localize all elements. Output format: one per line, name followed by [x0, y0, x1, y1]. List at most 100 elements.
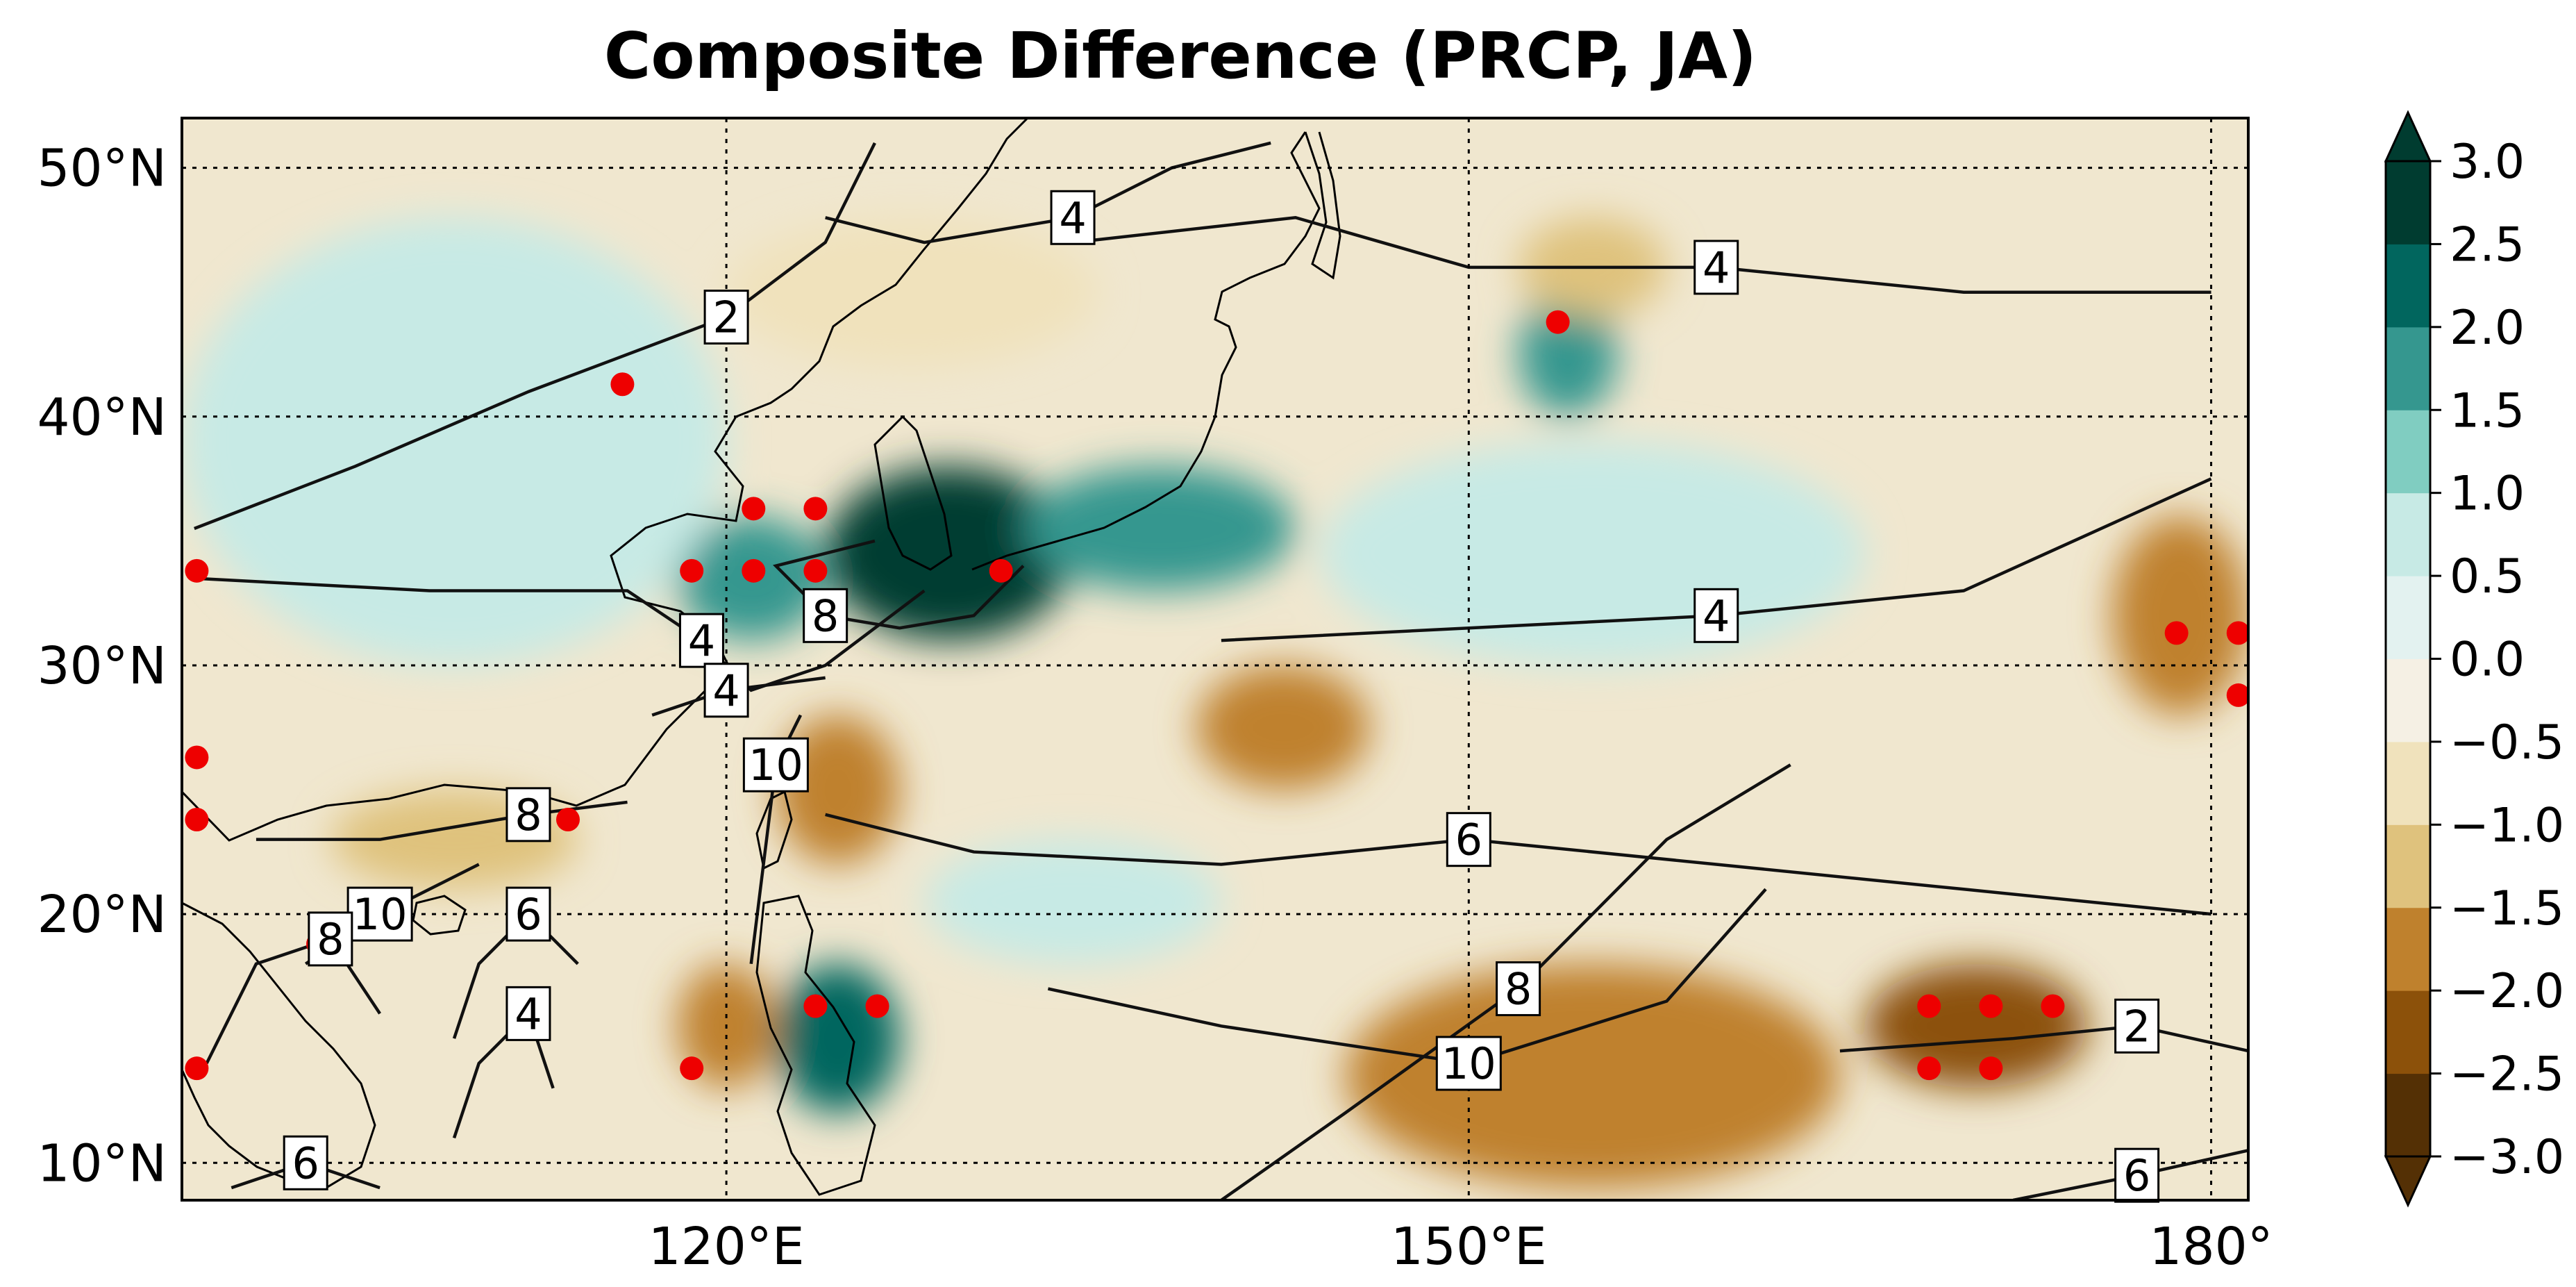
longitude-tick-labels: 120°E 150°E 180° [649, 1217, 2273, 1277]
colorbar-segment [2386, 244, 2430, 328]
colorbar-segment [2386, 326, 2430, 410]
lat-tick-label: 40°N [37, 388, 167, 447]
svg-text:8: 8 [515, 790, 542, 840]
colorbar-tick-label: −0.5 [2450, 715, 2564, 770]
colorbar-tick-label: 0.0 [2450, 633, 2525, 688]
colorbar: 3.0 2.5 2.0 1.5 1.0 0.5 0.0 −0.5 −1.0 −1.5 −2.0 −2.… [2384, 110, 2564, 1208]
colorbar-segment [2386, 907, 2430, 991]
lon-tick-label: 120°E [649, 1217, 805, 1277]
significance-point [2041, 994, 2065, 1018]
svg-text:10: 10 [353, 889, 408, 940]
contour-label: 4 [1693, 240, 1739, 295]
colorbar-tick-label: 3.0 [2450, 135, 2525, 190]
colorbar-tick-label: 2.0 [2450, 301, 2525, 356]
coastline-philippines [755, 895, 876, 1196]
coastline-indochina [182, 902, 376, 1189]
coastline-china [182, 118, 1029, 842]
colorbar-tick-label: −1.5 [2450, 881, 2564, 936]
significance-point [742, 497, 766, 521]
significance-point [1979, 994, 2003, 1018]
contour-label: 4 [1693, 588, 1739, 643]
colorbar-tick-label: 2.5 [2450, 217, 2525, 272]
svg-text:4: 4 [1703, 242, 1730, 293]
anomaly-patch [1518, 292, 1618, 417]
svg-text:8: 8 [1505, 964, 1532, 1015]
contour-line [256, 800, 628, 841]
svg-text:6: 6 [515, 889, 542, 940]
svg-text:10: 10 [1441, 1038, 1496, 1089]
latitude-tick-labels: 50°N 40°N 30°N 20°N 10°N [37, 139, 167, 1194]
contour-label: 2 [2114, 998, 2160, 1054]
anomaly-patch [1345, 963, 1840, 1188]
lon-tick-label: 180° [2149, 1217, 2273, 1277]
significance-point [680, 1056, 704, 1081]
svg-text:4: 4 [712, 665, 739, 716]
anomaly-patch [776, 963, 900, 1113]
significance-point [1546, 310, 1570, 334]
significance-point [610, 372, 635, 397]
lat-tick-label: 50°N [37, 139, 167, 199]
contour-label: 4 [505, 986, 551, 1041]
colorbar-segment [2386, 492, 2430, 576]
significance-point [185, 1056, 209, 1081]
colorbar-segment [2386, 658, 2430, 742]
significance-point [865, 994, 889, 1018]
anomaly-patch [1023, 466, 1296, 591]
coastline-layer [182, 118, 1341, 1196]
colorbar-segment [2386, 990, 2430, 1074]
significance-point [803, 558, 828, 583]
lat-tick-label: 10°N [37, 1134, 167, 1193]
contour-label: 4 [678, 613, 724, 668]
significance-point [680, 558, 704, 583]
anomaly-patch [1196, 665, 1370, 790]
contour-label: 6 [283, 1135, 328, 1190]
anomaly-patch [182, 217, 727, 665]
svg-text:2: 2 [2123, 1001, 2150, 1052]
coastline-korea [873, 415, 953, 571]
svg-text:8: 8 [812, 590, 839, 641]
contour-label: 4 [703, 663, 749, 718]
colorbar-extend-min [2384, 1155, 2432, 1208]
contour-label: 8 [308, 911, 353, 967]
contour-label: 6 [505, 886, 551, 942]
anomaly-patch [1864, 963, 2088, 1088]
significance-point [185, 558, 209, 583]
coastline-japan [971, 131, 1321, 571]
svg-text:4: 4 [515, 988, 542, 1039]
svg-text:4: 4 [688, 615, 715, 666]
significance-point [803, 497, 828, 521]
lat-tick-label: 30°N [37, 636, 167, 696]
colorbar-extend-max [2384, 110, 2432, 163]
coastline-hainan [412, 895, 467, 936]
svg-text:8: 8 [317, 914, 344, 965]
colorbar-tick-label: 0.5 [2450, 549, 2525, 604]
anomaly-patch [2111, 516, 2248, 715]
contour-label: 2 [703, 290, 749, 345]
contour-label: 10 [1435, 1036, 1502, 1091]
colorbar-tick-label: −3.0 [2450, 1130, 2564, 1185]
colorbar-segment [2386, 410, 2430, 494]
colorbar-tick-label: −2.5 [2450, 1047, 2564, 1102]
colorbar-tick-label: 1.0 [2450, 467, 2525, 522]
contour-label: 8 [505, 787, 551, 842]
contour-line [452, 1011, 555, 1139]
colorbar-segment [2386, 576, 2430, 659]
colorbar-segment [2386, 161, 2430, 244]
svg-text:6: 6 [1455, 815, 1482, 865]
map-frame [181, 117, 2250, 1202]
significance-point [1917, 1056, 1941, 1081]
significance-point [989, 558, 1013, 583]
colorbar-segment [2386, 824, 2430, 908]
significance-point [1917, 994, 1941, 1018]
contour-label: 10 [346, 886, 413, 942]
colorbar-segment [2386, 1073, 2430, 1157]
colorbar-tick-label: −2.0 [2450, 964, 2564, 1019]
contour-line [452, 911, 579, 1039]
significance-point [185, 808, 209, 832]
significance-point [1979, 1056, 2003, 1081]
contour-line [205, 937, 382, 1065]
lat-tick-label: 20°N [37, 885, 167, 945]
svg-text:4: 4 [1059, 192, 1086, 243]
contour-label: 8 [803, 588, 848, 643]
